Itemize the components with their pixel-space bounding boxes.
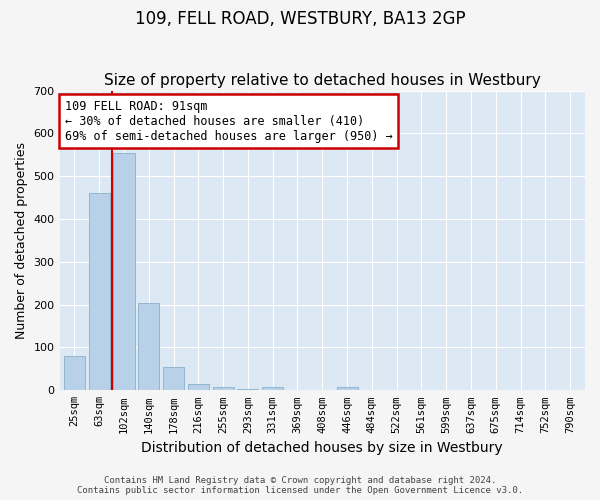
- X-axis label: Distribution of detached houses by size in Westbury: Distribution of detached houses by size …: [142, 441, 503, 455]
- Title: Size of property relative to detached houses in Westbury: Size of property relative to detached ho…: [104, 73, 541, 88]
- Bar: [337, 387, 358, 390]
- Text: Contains HM Land Registry data © Crown copyright and database right 2024.
Contai: Contains HM Land Registry data © Crown c…: [77, 476, 523, 495]
- Bar: [188, 384, 209, 390]
- Bar: [163, 367, 184, 390]
- Text: 109, FELL ROAD, WESTBURY, BA13 2GP: 109, FELL ROAD, WESTBURY, BA13 2GP: [134, 10, 466, 28]
- Bar: [89, 194, 110, 390]
- Bar: [64, 356, 85, 390]
- Text: 109 FELL ROAD: 91sqm
← 30% of detached houses are smaller (410)
69% of semi-deta: 109 FELL ROAD: 91sqm ← 30% of detached h…: [65, 100, 392, 142]
- Bar: [138, 302, 160, 390]
- Y-axis label: Number of detached properties: Number of detached properties: [15, 142, 28, 339]
- Bar: [212, 387, 233, 390]
- Bar: [113, 152, 134, 390]
- Bar: [262, 387, 283, 390]
